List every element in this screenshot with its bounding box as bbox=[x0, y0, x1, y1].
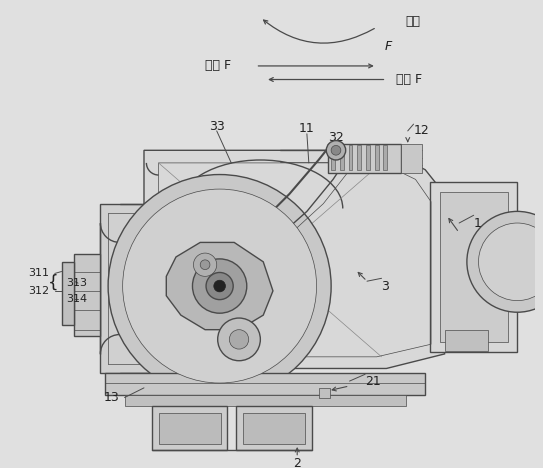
Text: 1: 1 bbox=[473, 217, 482, 229]
Bar bbox=[124, 395, 406, 406]
Polygon shape bbox=[331, 146, 335, 170]
Polygon shape bbox=[357, 146, 361, 170]
Polygon shape bbox=[144, 150, 445, 368]
Polygon shape bbox=[375, 146, 378, 170]
Polygon shape bbox=[340, 146, 344, 170]
Text: 311: 311 bbox=[28, 269, 49, 278]
Circle shape bbox=[108, 175, 331, 397]
Text: 312: 312 bbox=[28, 286, 49, 296]
Text: 314: 314 bbox=[66, 293, 87, 304]
Circle shape bbox=[193, 253, 217, 276]
Circle shape bbox=[206, 272, 233, 300]
Bar bbox=[319, 388, 330, 397]
Text: 32: 32 bbox=[328, 131, 344, 144]
Bar bbox=[61, 262, 74, 325]
Bar bbox=[236, 406, 312, 450]
Bar bbox=[440, 192, 508, 342]
Polygon shape bbox=[383, 146, 387, 170]
Polygon shape bbox=[166, 242, 273, 329]
Text: 2: 2 bbox=[293, 457, 301, 468]
Circle shape bbox=[229, 329, 249, 349]
Bar bbox=[430, 183, 517, 352]
Bar bbox=[151, 406, 228, 450]
Circle shape bbox=[214, 280, 225, 292]
Text: 12: 12 bbox=[414, 124, 430, 138]
Bar bbox=[159, 413, 220, 444]
Text: 分离 F: 分离 F bbox=[205, 59, 231, 73]
Circle shape bbox=[192, 259, 247, 313]
Bar bbox=[74, 254, 100, 336]
Text: 13: 13 bbox=[104, 391, 120, 404]
Text: 11: 11 bbox=[299, 123, 315, 135]
Circle shape bbox=[200, 260, 210, 270]
Circle shape bbox=[467, 212, 543, 312]
Bar bbox=[105, 373, 425, 395]
Bar bbox=[328, 144, 401, 173]
Text: 3: 3 bbox=[382, 279, 389, 292]
Text: 分离: 分离 bbox=[406, 15, 421, 28]
Polygon shape bbox=[366, 146, 370, 170]
FancyArrowPatch shape bbox=[263, 20, 374, 43]
Circle shape bbox=[326, 140, 346, 160]
Circle shape bbox=[218, 318, 260, 361]
Bar bbox=[401, 144, 422, 173]
Text: F: F bbox=[384, 40, 392, 53]
Bar bbox=[445, 329, 488, 351]
Text: 33: 33 bbox=[209, 119, 225, 132]
Bar bbox=[243, 413, 305, 444]
Circle shape bbox=[331, 146, 341, 155]
Text: 313: 313 bbox=[66, 278, 87, 288]
Text: 锁紧 F: 锁紧 F bbox=[396, 73, 422, 86]
Text: 21: 21 bbox=[365, 374, 381, 388]
Polygon shape bbox=[349, 146, 352, 170]
Text: {: { bbox=[48, 274, 59, 292]
Circle shape bbox=[123, 189, 317, 383]
Polygon shape bbox=[100, 204, 280, 373]
Circle shape bbox=[478, 223, 543, 300]
